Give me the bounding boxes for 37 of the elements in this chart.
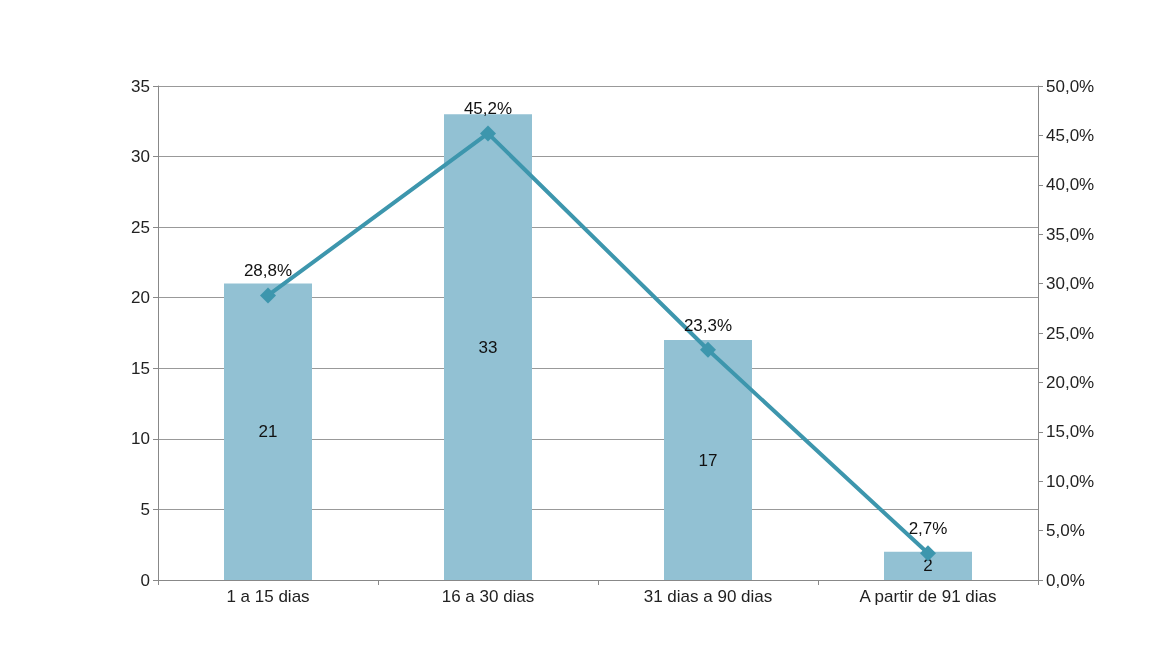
point: [480, 125, 496, 142]
bar: [664, 340, 752, 580]
y-tick-label: 30: [131, 147, 150, 167]
x-tick-label: 1 a 15 dias: [226, 587, 310, 606]
data-label: 33: [478, 337, 498, 357]
y2-tick-label: 20,0%: [1046, 372, 1095, 392]
bar: [224, 283, 312, 580]
y2-tick-label: 45,0%: [1046, 125, 1095, 145]
x-tick-label: 31 dias a 90 dias: [643, 587, 773, 606]
bar: [444, 114, 532, 580]
point: [700, 341, 716, 358]
y-tick-label: 10: [131, 429, 150, 449]
y-tick-label: 0: [140, 570, 150, 590]
y2-tick-label: 0,0%: [1046, 570, 1085, 590]
y2-tick-label: 10,0%: [1046, 471, 1095, 491]
point: [260, 287, 276, 304]
bar: [884, 551, 972, 580]
y2-tick-label: 50,0%: [1046, 76, 1095, 96]
x-tick-label: 16 a 30 dias: [441, 587, 535, 606]
y2-tick-label: 15,0%: [1046, 422, 1095, 442]
y2-tick-label: 25,0%: [1046, 323, 1095, 343]
data-label: 23,3%: [683, 315, 733, 335]
y-tick-label: 35: [131, 76, 150, 96]
y2-tick-label: 30,0%: [1046, 274, 1095, 294]
y2-tick-label: 5,0%: [1046, 521, 1085, 541]
y-tick-label: 25: [131, 217, 150, 237]
data-label: 2,7%: [908, 519, 948, 539]
y2-tick-label: 35,0%: [1046, 224, 1095, 244]
y-tick-label: 15: [131, 358, 150, 378]
data-label: 28,8%: [243, 261, 293, 281]
data-label: 17: [698, 450, 718, 470]
x-tick-label: A partir de 91 dias: [859, 587, 997, 606]
y-tick-label: 5: [140, 499, 150, 519]
data-label: 45,2%: [463, 99, 513, 119]
y-tick-label: 20: [131, 288, 150, 308]
data-label: 21: [258, 422, 278, 442]
y2-tick-label: 40,0%: [1046, 175, 1095, 195]
